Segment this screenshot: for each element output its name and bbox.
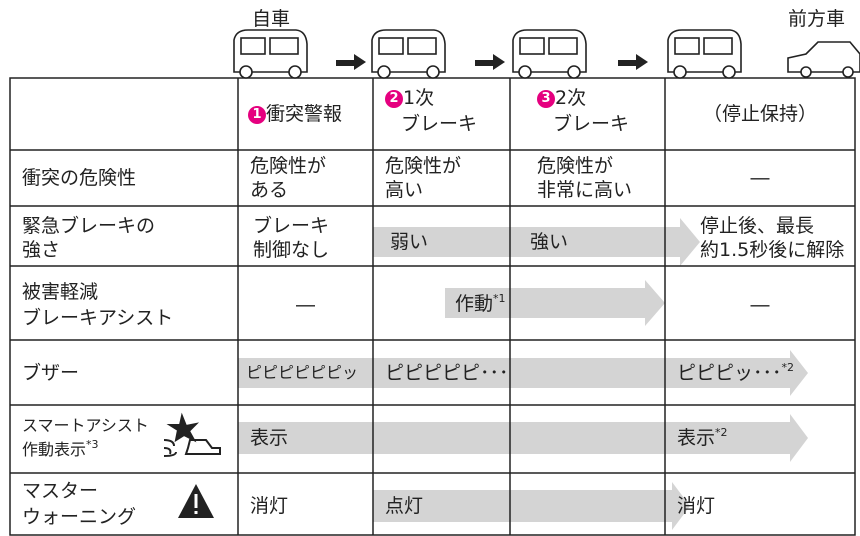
text: *1 <box>493 292 506 305</box>
cell: 表示 <box>250 427 289 449</box>
text: *2 <box>781 361 795 374</box>
row-label: マスター <box>22 480 99 502</box>
cell: ある <box>250 179 289 201</box>
cell: 約1.5秒後に解除 <box>700 239 845 261</box>
cell: 表示*2 <box>677 426 728 450</box>
front-car <box>787 41 860 78</box>
cell: 点灯 <box>385 495 424 517</box>
row-label: 作動表示*3 <box>22 438 99 462</box>
warning-icon <box>178 484 214 518</box>
cell: 作動*1 <box>455 292 506 316</box>
text: 作動表示 <box>22 440 87 459</box>
cell: ピピピピピピッ <box>246 363 359 382</box>
car-arrows <box>336 54 648 70</box>
cell: 非常に高い <box>537 179 633 201</box>
arrow <box>445 280 665 326</box>
cell: ― <box>750 167 770 189</box>
text: 3 <box>537 90 555 108</box>
assist-icon <box>163 412 221 457</box>
cell: 消灯 <box>250 495 289 517</box>
cell: 危険性が <box>385 155 462 177</box>
text: 作動 <box>455 293 494 315</box>
arrow <box>373 218 700 266</box>
row-label: スマートアシスト <box>22 416 149 435</box>
cell: 弱い <box>390 231 429 253</box>
car <box>233 29 308 79</box>
cell: ― <box>750 294 770 316</box>
front-car-label: 前方車 <box>788 8 846 30</box>
row-label: ブレーキアシスト <box>22 307 174 329</box>
column-header: 3 2次 <box>537 86 586 110</box>
cell: 制御なし <box>253 239 330 261</box>
car <box>667 29 742 79</box>
table-grid <box>9 77 856 536</box>
car <box>512 29 587 79</box>
cell: ピピピッ･･･*2 <box>677 361 794 385</box>
row-label: 緊急ブレーキの <box>22 215 156 237</box>
text: ピピピッ･･･ <box>677 362 782 384</box>
cell: 消灯 <box>677 495 716 517</box>
row-label: 被害軽減 <box>22 281 99 303</box>
column-header: （停止保持） <box>702 103 817 125</box>
text: *3 <box>86 438 99 451</box>
cell: 強い <box>530 231 569 253</box>
text: 2 <box>385 90 403 108</box>
text: 2次 <box>555 87 587 109</box>
car <box>371 29 446 79</box>
column-header: ブレーキ <box>401 113 478 135</box>
text: 1 <box>248 106 266 124</box>
cell: ブレーキ <box>253 215 330 237</box>
text: 1次 <box>403 87 435 109</box>
column-header: 2 1次 <box>385 86 434 110</box>
column-header: 1 衝突警報 <box>248 102 342 126</box>
cell: 危険性が <box>537 155 614 177</box>
arrow <box>373 482 690 530</box>
cell: 危険性が <box>250 155 327 177</box>
cell: ― <box>296 294 315 316</box>
row-label: 強さ <box>22 239 61 261</box>
row-label: ウォーニング <box>22 506 137 528</box>
own-car-label: 自車 <box>252 8 291 30</box>
text: *2 <box>715 426 728 439</box>
column-header: ブレーキ <box>553 113 630 135</box>
cars <box>233 29 860 79</box>
text: 衝突警報 <box>266 103 343 125</box>
row-label: ブザー <box>22 362 80 384</box>
cell: ピピピピピ･･･ <box>385 362 509 384</box>
row-label: 衝突の危険性 <box>22 167 137 189</box>
text: 表示 <box>677 427 716 449</box>
cell: 高い <box>385 179 424 201</box>
cell: 停止後、最長 <box>700 215 815 237</box>
